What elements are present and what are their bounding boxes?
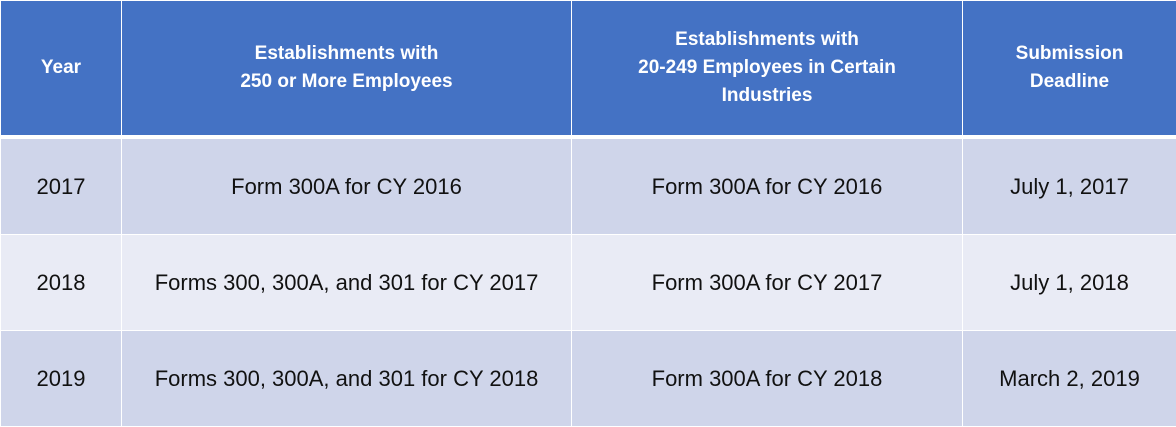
header-line: Deadline: [963, 68, 1176, 96]
header-line: 20-249 Employees in Certain: [572, 54, 962, 82]
cell-20-249: Form 300A for CY 2018: [572, 331, 963, 427]
header-line: Establishments with: [122, 40, 571, 68]
cell-deadline: March 2, 2019: [963, 331, 1176, 427]
table-row: 2017 Form 300A for CY 2016 Form 300A for…: [1, 137, 1176, 235]
header-line: Industries: [572, 82, 962, 110]
cell-year: 2018: [1, 235, 122, 331]
cell-year: 2017: [1, 137, 122, 235]
cell-250-plus: Forms 300, 300A, and 301 for CY 2018: [122, 331, 572, 427]
table-row: 2018 Forms 300, 300A, and 301 for CY 201…: [1, 235, 1176, 331]
cell-year: 2019: [1, 331, 122, 427]
cell-20-249: Form 300A for CY 2017: [572, 235, 963, 331]
header-line: 250 or More Employees: [122, 68, 571, 96]
table-row: 2019 Forms 300, 300A, and 301 for CY 201…: [1, 331, 1176, 427]
cell-deadline: July 1, 2017: [963, 137, 1176, 235]
header-line: Establishments with: [572, 26, 962, 54]
header-year: Year: [1, 1, 122, 138]
cell-deadline: July 1, 2018: [963, 235, 1176, 331]
header-line: Year: [1, 54, 121, 82]
cell-20-249: Form 300A for CY 2016: [572, 137, 963, 235]
header-line: Submission: [963, 40, 1176, 68]
cell-250-plus: Forms 300, 300A, and 301 for CY 2017: [122, 235, 572, 331]
cell-250-plus: Form 300A for CY 2016: [122, 137, 572, 235]
